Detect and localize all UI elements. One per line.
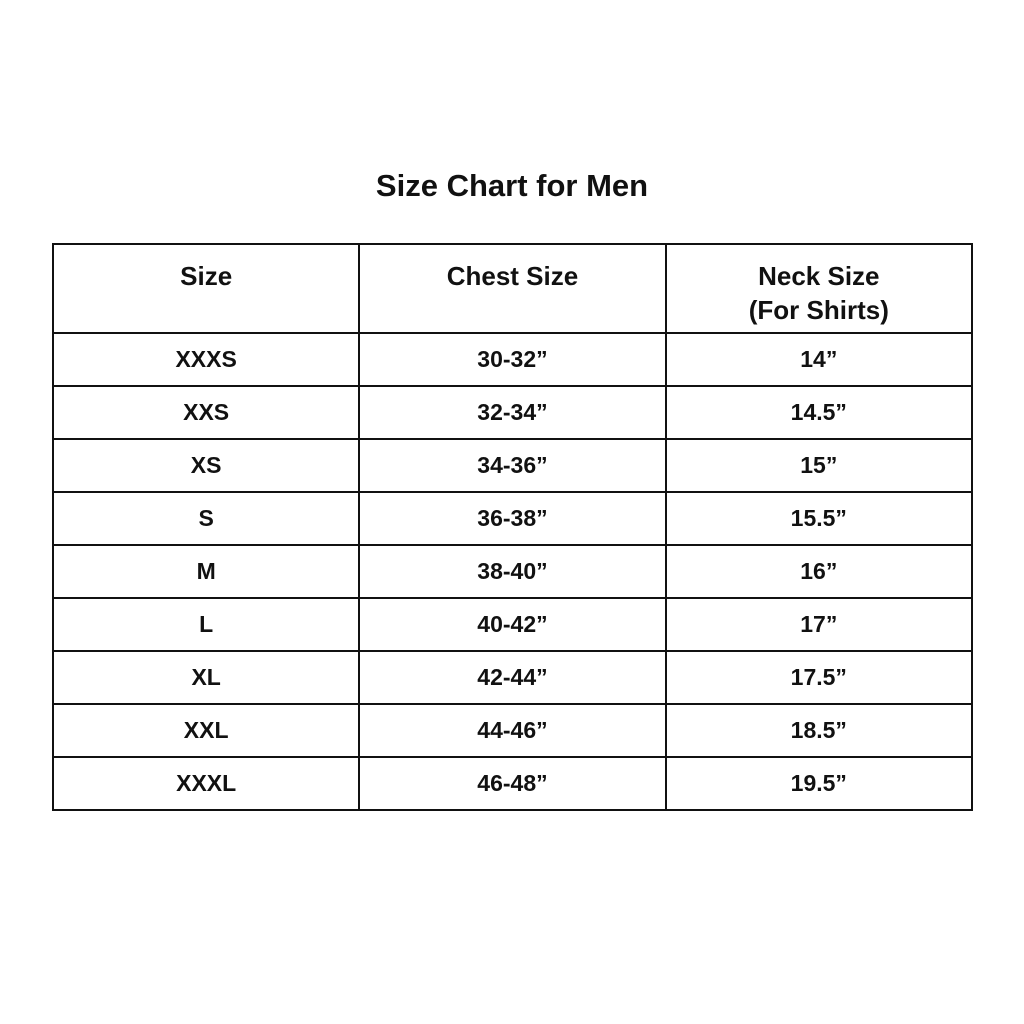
cell-size: XL bbox=[51, 650, 361, 705]
table-row: XXL 44-46” 18.5” bbox=[51, 703, 974, 758]
cell-neck: 17.5” bbox=[664, 650, 974, 705]
header-neck-label: Neck Size bbox=[758, 261, 880, 291]
cell-chest: 34-36” bbox=[358, 438, 667, 493]
cell-neck: 18.5” bbox=[664, 703, 974, 758]
header-chest-size: Chest Size bbox=[358, 243, 667, 334]
size-chart-table: Size Chest Size Neck Size (For Shirts) X… bbox=[51, 243, 974, 811]
cell-neck: 16” bbox=[664, 544, 974, 599]
header-neck-size: Neck Size (For Shirts) bbox=[664, 243, 974, 334]
table-row: M 38-40” 16” bbox=[51, 544, 974, 599]
cell-size: XS bbox=[51, 438, 361, 493]
table-row: XL 42-44” 17.5” bbox=[51, 650, 974, 705]
header-row: Size Chest Size Neck Size (For Shirts) bbox=[51, 243, 974, 334]
cell-neck: 15.5” bbox=[664, 491, 974, 546]
cell-chest: 40-42” bbox=[358, 597, 667, 652]
table-row: XXS 32-34” 14.5” bbox=[51, 385, 974, 440]
cell-size: XXXS bbox=[51, 332, 361, 387]
header-size: Size bbox=[51, 243, 361, 334]
cell-neck: 15” bbox=[664, 438, 974, 493]
cell-neck: 14” bbox=[664, 332, 974, 387]
cell-chest: 46-48” bbox=[358, 756, 667, 811]
cell-size: L bbox=[51, 597, 361, 652]
table-row: L 40-42” 17” bbox=[51, 597, 974, 652]
table-row: XXXS 30-32” 14” bbox=[51, 332, 974, 387]
cell-size: XXL bbox=[51, 703, 361, 758]
cell-chest: 38-40” bbox=[358, 544, 667, 599]
cell-size: S bbox=[51, 491, 361, 546]
cell-size: M bbox=[51, 544, 361, 599]
cell-size: XXS bbox=[51, 385, 361, 440]
table-row: S 36-38” 15.5” bbox=[51, 491, 974, 546]
cell-chest: 30-32” bbox=[358, 332, 667, 387]
table-row: XS 34-36” 15” bbox=[51, 438, 974, 493]
cell-chest: 36-38” bbox=[358, 491, 667, 546]
cell-chest: 42-44” bbox=[358, 650, 667, 705]
header-neck-sublabel: (For Shirts) bbox=[748, 295, 889, 325]
table-row: XXXL 46-48” 19.5” bbox=[51, 756, 974, 811]
cell-chest: 44-46” bbox=[358, 703, 667, 758]
cell-size: XXXL bbox=[51, 756, 361, 811]
cell-chest: 32-34” bbox=[358, 385, 667, 440]
cell-neck: 17” bbox=[664, 597, 974, 652]
page-title: Size Chart for Men bbox=[375, 168, 649, 203]
cell-neck: 19.5” bbox=[664, 756, 974, 811]
cell-neck: 14.5” bbox=[664, 385, 974, 440]
